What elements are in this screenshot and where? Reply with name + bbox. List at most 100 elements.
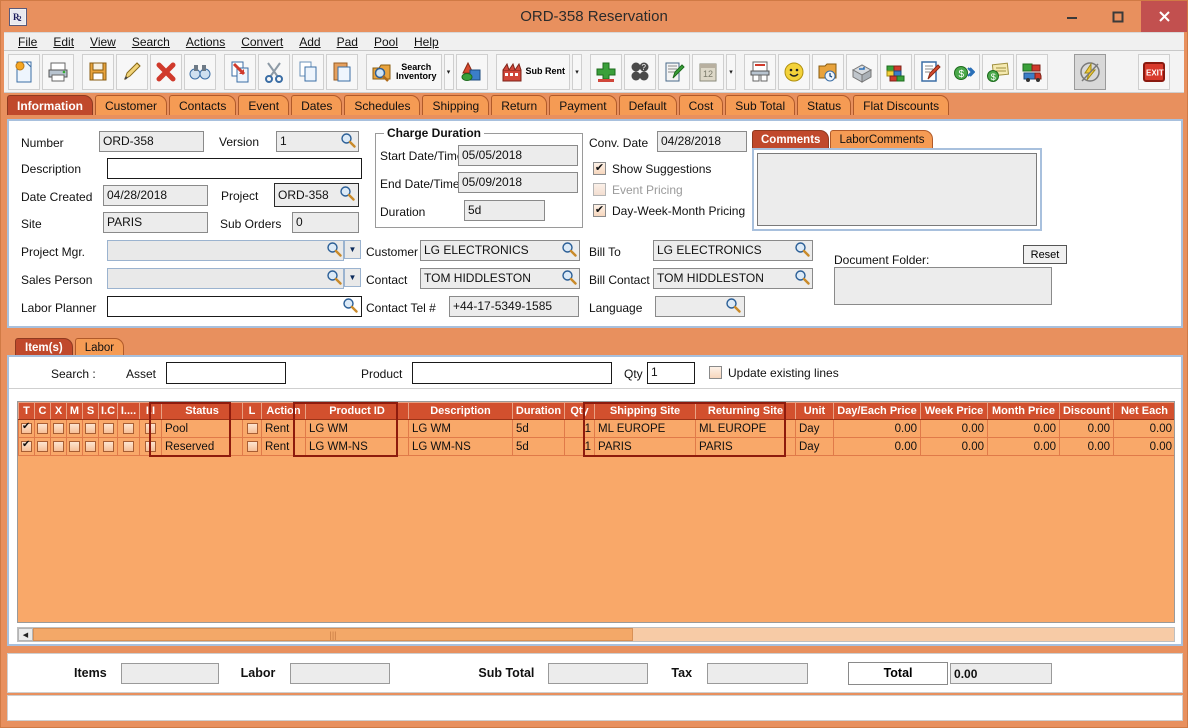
cell-shipping_site[interactable]: PARIS [594, 437, 696, 456]
tab-information[interactable]: Information [7, 95, 93, 115]
cell-action[interactable]: Rent [261, 419, 306, 438]
column-header-qty[interactable]: Qty [564, 402, 595, 420]
start-datetime-field[interactable]: 05/05/2018 [458, 145, 578, 166]
asset-input[interactable] [166, 362, 286, 384]
print-icon[interactable] [42, 53, 74, 90]
column-header-week_price[interactable]: Week Price [920, 402, 988, 420]
column-header-description[interactable]: Description [408, 402, 513, 420]
column-header-m[interactable]: M [66, 402, 83, 420]
duration-field[interactable]: 5d [464, 200, 545, 221]
tab-customer[interactable]: Customer [95, 95, 168, 115]
contact-search-icon[interactable] [561, 269, 577, 285]
column-header-day_each_price[interactable]: Day/Each Price [833, 402, 921, 420]
tab-schedules[interactable]: Schedules [344, 95, 421, 115]
sub-rent-button[interactable]: Sub Rent [495, 53, 571, 90]
reset-button[interactable]: Reset [1023, 245, 1067, 264]
cell-ii[interactable] [139, 419, 162, 438]
checkbox-s[interactable] [85, 440, 96, 452]
tab-payment[interactable]: Payment [549, 95, 617, 115]
cell-duration[interactable]: 5d [512, 419, 565, 438]
project-mgr-search-icon[interactable] [326, 241, 342, 257]
box-icon[interactable] [846, 53, 879, 90]
qty-input[interactable]: 1 [647, 362, 695, 384]
cell-net_each[interactable]: 0.00 [1113, 419, 1174, 438]
conv-date-field[interactable]: 04/28/2018 [657, 131, 747, 152]
tab-items[interactable]: Item(s) [15, 338, 73, 357]
bill-to-field[interactable]: LG ELECTRONICS [653, 240, 813, 261]
calendar-icon[interactable]: 12 [692, 53, 725, 90]
binoculars-search-icon[interactable] [184, 53, 216, 90]
column-header-x[interactable]: X [50, 402, 67, 420]
cell-description[interactable]: LG WM [408, 419, 513, 438]
checkbox-l[interactable] [246, 440, 258, 452]
column-header-status[interactable]: Status [161, 402, 243, 420]
date-created-field[interactable]: 04/28/2018 [103, 185, 208, 206]
checkbox-ii[interactable] [145, 422, 156, 434]
exit-icon[interactable]: EXIT [1138, 53, 1171, 90]
cell-t[interactable] [18, 437, 35, 456]
cell-qty[interactable]: 1 [564, 419, 595, 438]
customer-field[interactable]: LG ELECTRONICS [420, 240, 580, 261]
column-header-net_each[interactable]: Net Each [1113, 402, 1174, 420]
save-icon[interactable] [82, 53, 114, 90]
column-header-ic[interactable]: I.C [98, 402, 118, 420]
comments-textarea[interactable] [757, 153, 1037, 226]
tab-labor-comments[interactable]: LaborComments [830, 130, 934, 148]
cell-t[interactable] [18, 419, 35, 438]
copy-document-arrow-icon[interactable] [224, 53, 256, 90]
cell-month_price[interactable]: 0.00 [987, 419, 1060, 438]
search-inventory-dropdown-icon[interactable]: ▾ [443, 53, 454, 90]
cell-c[interactable] [34, 437, 51, 456]
cell-idots[interactable] [117, 419, 140, 438]
cell-product_id[interactable]: LG WM-NS [305, 437, 409, 456]
dwm-pricing-checkbox[interactable] [593, 204, 606, 217]
menu-item-pad[interactable]: Pad [336, 34, 358, 49]
checkbox-idots[interactable] [123, 440, 134, 452]
cell-m[interactable] [66, 419, 83, 438]
tab-contacts[interactable]: Contacts [169, 95, 237, 115]
cell-shipping_site[interactable]: ML EUROPE [594, 419, 696, 438]
document-folder-field[interactable] [834, 267, 1052, 305]
contact-field[interactable]: TOM HIDDLESTON [420, 268, 580, 289]
search-inventory-button[interactable]: Search Inventory [366, 53, 442, 90]
add-plus-icon[interactable] [590, 53, 623, 90]
tab-cost[interactable]: Cost [678, 95, 724, 115]
menu-item-help[interactable]: Help [414, 34, 439, 49]
menu-item-view[interactable]: View [90, 34, 116, 49]
tab-default[interactable]: Default [618, 95, 677, 115]
cell-unit[interactable]: Day [795, 437, 834, 456]
tab-dates[interactable]: Dates [291, 95, 343, 115]
cell-ic[interactable] [98, 419, 118, 438]
items-grid[interactable]: T C X M S I.C I.... I.I Status L Action Product ID D… [17, 401, 1175, 623]
cell-status[interactable]: Pool [161, 419, 243, 438]
column-header-discount[interactable]: Discount [1059, 402, 1114, 420]
scrollbar-track[interactable] [633, 628, 1174, 641]
cell-s[interactable] [82, 419, 99, 438]
language-field[interactable] [655, 296, 745, 317]
checkbox-x[interactable] [53, 440, 64, 452]
column-header-ii[interactable]: I.I [139, 402, 162, 420]
checkbox-c[interactable] [37, 440, 48, 452]
tab-comments[interactable]: Comments [752, 130, 830, 148]
cell-ic[interactable] [98, 437, 118, 456]
smiley-icon[interactable] [778, 53, 811, 90]
customer-search-icon[interactable] [561, 241, 577, 257]
bill-contact-search-icon[interactable] [794, 269, 810, 285]
cell-qty[interactable]: 1 [564, 437, 595, 456]
menu-item-add[interactable]: Add [299, 34, 321, 49]
cell-c[interactable] [34, 419, 51, 438]
scrollbar-thumb[interactable]: ||| [33, 628, 633, 641]
cell-action[interactable]: Rent [261, 437, 306, 456]
cell-discount[interactable]: 0.00 [1059, 437, 1114, 456]
bill-to-search-icon[interactable] [794, 241, 810, 257]
cell-s[interactable] [82, 437, 99, 456]
cell-x[interactable] [50, 419, 67, 438]
column-header-product_id[interactable]: Product ID [305, 402, 409, 420]
tab-shipping[interactable]: Shipping [422, 95, 490, 115]
maximize-button[interactable] [1095, 1, 1141, 32]
database-icon[interactable] [880, 53, 913, 90]
paste-icon[interactable] [326, 53, 358, 90]
checkbox-ii[interactable] [145, 440, 156, 452]
number-field[interactable]: ORD-358 [99, 131, 204, 152]
